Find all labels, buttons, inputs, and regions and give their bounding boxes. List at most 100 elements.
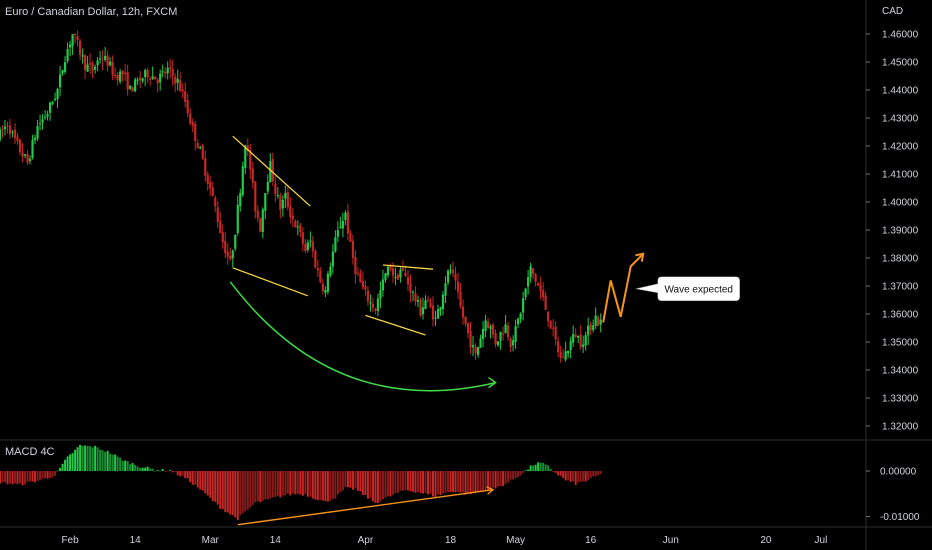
macd-bar xyxy=(261,471,264,501)
candle-body xyxy=(296,226,299,228)
macd-bar xyxy=(472,471,475,492)
macd-bar xyxy=(214,471,217,502)
macd-bar xyxy=(569,471,572,482)
macd-bar xyxy=(324,471,327,502)
candle-body xyxy=(231,250,234,259)
macd-bar xyxy=(401,471,404,491)
candle-body xyxy=(514,326,517,342)
candle-body xyxy=(6,125,9,127)
macd-bar xyxy=(116,456,119,472)
candle-body xyxy=(594,315,597,326)
candle-body xyxy=(577,335,580,338)
macd-bar xyxy=(241,471,244,514)
macd-bar xyxy=(579,471,582,482)
macd-bar xyxy=(81,445,84,472)
callout-bubble xyxy=(635,276,740,302)
macd-bar xyxy=(414,471,417,493)
macd-bar xyxy=(464,471,467,495)
macd-bar xyxy=(181,471,184,476)
macd-bar xyxy=(191,471,194,485)
macd-bar xyxy=(557,471,560,476)
divergence-arrowhead xyxy=(486,486,495,495)
macd-bar xyxy=(406,471,409,491)
candle-body xyxy=(401,268,405,272)
macd-bar xyxy=(349,471,352,488)
candle-body xyxy=(76,36,79,40)
macd-bar xyxy=(434,471,437,497)
candle-body xyxy=(164,71,167,74)
macd-bar xyxy=(69,454,72,472)
candle-body xyxy=(451,270,455,274)
macd-bar xyxy=(94,445,97,472)
candle-body xyxy=(562,356,565,358)
candle-body xyxy=(214,197,217,207)
macd-bar xyxy=(479,471,482,492)
divergence-line xyxy=(237,488,494,526)
macd-bar xyxy=(386,471,389,497)
macd-bar xyxy=(449,471,452,492)
macd-bar xyxy=(371,471,374,502)
macd-bar xyxy=(106,450,109,472)
macd-bar xyxy=(399,471,402,491)
macd-bar xyxy=(254,471,257,503)
arc-curve xyxy=(229,281,496,392)
macd-bar xyxy=(189,471,192,483)
macd-bar xyxy=(109,453,112,472)
candle-body xyxy=(226,251,229,257)
macd-bar xyxy=(134,464,137,472)
candle-body xyxy=(224,240,227,254)
candle-body xyxy=(484,320,487,331)
macd-tick-label: 0.00000 xyxy=(880,467,917,478)
candle-body xyxy=(476,347,480,355)
macd-bar xyxy=(482,471,485,491)
candle-body xyxy=(161,71,164,73)
macd-bar xyxy=(256,471,259,502)
macd-bar xyxy=(442,471,445,494)
price-tick-label: 1.44000 xyxy=(882,86,919,97)
macd-bar xyxy=(369,471,372,499)
candle-body xyxy=(154,76,157,80)
price-tick-label: 1.45000 xyxy=(882,58,919,69)
candle-body xyxy=(539,284,542,291)
macd-bar xyxy=(149,468,152,472)
candle-body xyxy=(206,174,209,184)
macd-bar xyxy=(269,471,272,499)
arc-arrowhead xyxy=(488,376,497,389)
macd-bar xyxy=(96,447,99,472)
macd-tick-label: -0.01000 xyxy=(880,512,920,523)
price-tick-label: 1.32000 xyxy=(882,422,919,433)
candle-body xyxy=(239,193,242,207)
candle-body xyxy=(439,307,442,311)
candle-body xyxy=(99,58,102,60)
macd-bar xyxy=(56,470,59,472)
macd-bar xyxy=(567,471,570,481)
candle-body xyxy=(111,61,114,76)
macd-bar xyxy=(169,470,172,472)
candle-body xyxy=(534,274,537,282)
candle-body xyxy=(316,268,319,271)
candle-body xyxy=(219,220,222,233)
macd-bar xyxy=(204,471,207,494)
candle-body xyxy=(371,303,375,308)
candle-body xyxy=(421,307,425,315)
candle-body xyxy=(416,300,420,302)
candle-body xyxy=(149,78,152,80)
macd-bar xyxy=(544,464,547,472)
candle-body xyxy=(386,266,390,276)
macd-bar xyxy=(244,471,247,512)
macd-bar xyxy=(194,471,197,485)
macd-bar xyxy=(539,462,542,472)
candle-body xyxy=(587,325,590,336)
price-tick-label: 1.43000 xyxy=(882,114,919,125)
candle-body xyxy=(11,131,14,133)
macd-bar xyxy=(136,466,139,472)
candle-body xyxy=(159,73,162,83)
candle-body xyxy=(499,331,502,341)
candle-body xyxy=(579,334,582,348)
candle-body xyxy=(291,215,294,220)
macd-bar xyxy=(44,471,47,479)
macd-bar xyxy=(356,471,359,491)
candle-body xyxy=(284,192,287,199)
macd-bar xyxy=(236,471,239,521)
